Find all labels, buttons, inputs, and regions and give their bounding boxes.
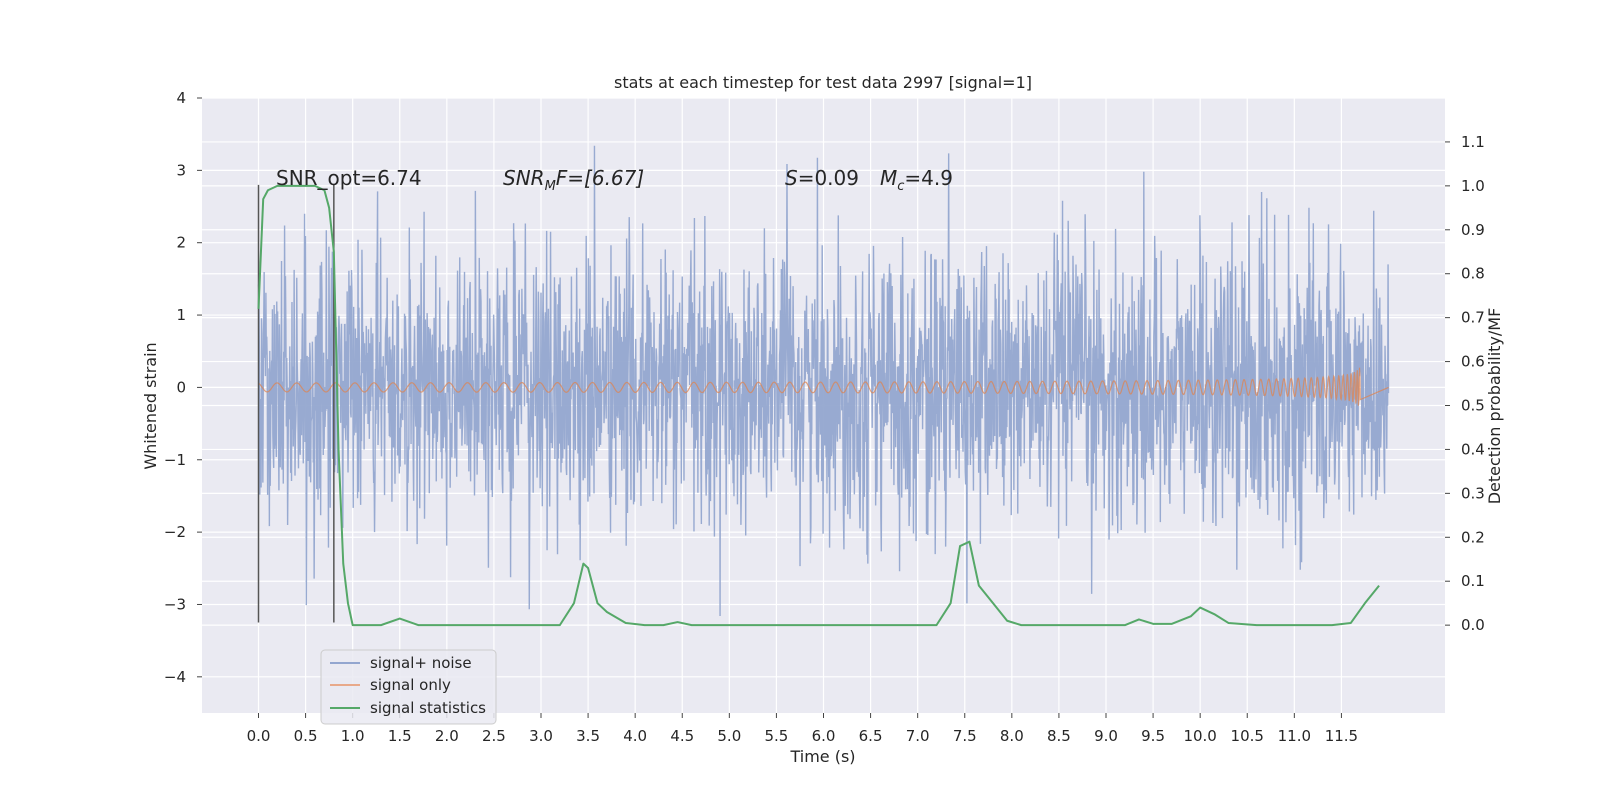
- annotation-snr-opt: SNR_opt=6.74: [276, 166, 422, 190]
- annotation-snr-mf-main: SNR: [503, 166, 545, 190]
- x-tick-5: 2.5: [482, 727, 506, 745]
- y-tick-labels: 4 3 2 1 0 −1 −2 −3 −4: [164, 89, 202, 686]
- signal-only-line: [258, 367, 1389, 406]
- x-tick-0: 0.0: [247, 727, 271, 745]
- annotation-mc: Mc=4.9: [880, 166, 953, 194]
- x-tick-2: 1.0: [341, 727, 365, 745]
- y-tick-1: 3: [176, 161, 186, 179]
- x-tick-21: 10.5: [1231, 727, 1264, 745]
- y-tick-8: −4: [164, 668, 186, 686]
- annotation-s-main: S: [785, 166, 798, 190]
- x-tick-3: 1.5: [388, 727, 412, 745]
- x-tick-7: 3.5: [576, 727, 600, 745]
- x-tick-4: 2.0: [435, 727, 459, 745]
- x-tick-10: 5.0: [717, 727, 741, 745]
- y2-tick-7: 0.4: [1461, 440, 1485, 458]
- x-tick-23: 11.5: [1325, 727, 1358, 745]
- x-tick-19: 9.5: [1141, 727, 1165, 745]
- y2-tick-4: 0.7: [1461, 309, 1485, 327]
- x-axis-label: Time (s): [789, 747, 855, 766]
- y2-tick-9: 0.2: [1461, 528, 1485, 546]
- x-tick-14: 7.0: [906, 727, 930, 745]
- y2-tick-1: 1.0: [1461, 177, 1485, 195]
- y2-tick-10: 0.1: [1461, 572, 1485, 590]
- y-tick-4: 0: [176, 378, 186, 396]
- legend-box: [320, 649, 497, 725]
- y2-tick-5: 0.6: [1461, 353, 1485, 371]
- legend-label-signal-statistics: signal statistics: [370, 699, 486, 717]
- legend: signal+ noise signal only signal statist…: [320, 649, 497, 725]
- annotation-mc-rest: =4.9: [904, 166, 953, 190]
- annotation-s-rest: =0.09: [798, 166, 859, 190]
- legend-label-signal-only: signal only: [370, 676, 451, 694]
- x-tick-20: 10.0: [1183, 727, 1216, 745]
- y-tick-3: 1: [176, 306, 186, 324]
- x-tick-1: 0.5: [294, 727, 318, 745]
- x-tick-17: 8.5: [1047, 727, 1071, 745]
- x-tick-11: 5.5: [764, 727, 788, 745]
- signal-statistics-line: [257, 184, 1380, 627]
- y2-tick-6: 0.5: [1461, 397, 1485, 415]
- y-tick-2: 2: [176, 234, 186, 252]
- y-axis-label: Whitened strain: [141, 342, 160, 469]
- annotation-snr-mf-sub: M: [545, 179, 556, 194]
- y2-tick-3: 0.8: [1461, 265, 1485, 283]
- signal-noise-line: [257, 145, 1390, 617]
- y2-tick-2: 0.9: [1461, 221, 1485, 239]
- chart-title: stats at each timestep for test data 299…: [614, 73, 1032, 92]
- y2-tick-labels: 1.1 1.0 0.9 0.8 0.7 0.6 0.5 0.4 0.3 0.2 0.1 0.0: [1445, 133, 1485, 634]
- x-tick-labels: 0.0 0.5 1.0 1.5 2.0 2.5 3.0 3.5 4.0 4.5 5.0 5.5 6.0 6…: [247, 713, 1358, 745]
- annotation-snr-mf: SNRMF=[6.67]: [503, 166, 644, 194]
- series-signal-statistics: [257, 184, 1380, 627]
- x-tick-12: 6.0: [812, 727, 836, 745]
- legend-label-signal-noise: signal+ noise: [370, 654, 472, 672]
- annotation-mc-sub: c: [897, 179, 904, 194]
- y2-tick-11: 0.0: [1461, 616, 1485, 634]
- y-tick-5: −1: [164, 451, 186, 469]
- annotation-snr-mf-rest: F=[6.67]: [556, 166, 644, 190]
- y-tick-0: 4: [176, 89, 186, 107]
- x-tick-6: 3.0: [529, 727, 553, 745]
- series-signal-only: [258, 367, 1389, 406]
- y-tick-7: −3: [164, 595, 186, 613]
- x-tick-13: 6.5: [859, 727, 883, 745]
- annotation-s: S=0.09: [785, 166, 859, 190]
- x-tick-8: 4.0: [623, 727, 647, 745]
- annotation-mc-main: M: [880, 166, 897, 190]
- y2-tick-0: 1.1: [1461, 133, 1485, 151]
- y2-tick-8: 0.3: [1461, 484, 1485, 502]
- series-signal-noise: [257, 145, 1390, 617]
- y-tick-6: −2: [164, 523, 186, 541]
- x-tick-18: 9.0: [1094, 727, 1118, 745]
- x-tick-22: 11.0: [1278, 727, 1311, 745]
- x-tick-16: 8.0: [1000, 727, 1024, 745]
- y2-axis-label: Detection probability/MF: [1485, 308, 1504, 505]
- x-tick-15: 7.5: [953, 727, 977, 745]
- x-tick-9: 4.5: [670, 727, 694, 745]
